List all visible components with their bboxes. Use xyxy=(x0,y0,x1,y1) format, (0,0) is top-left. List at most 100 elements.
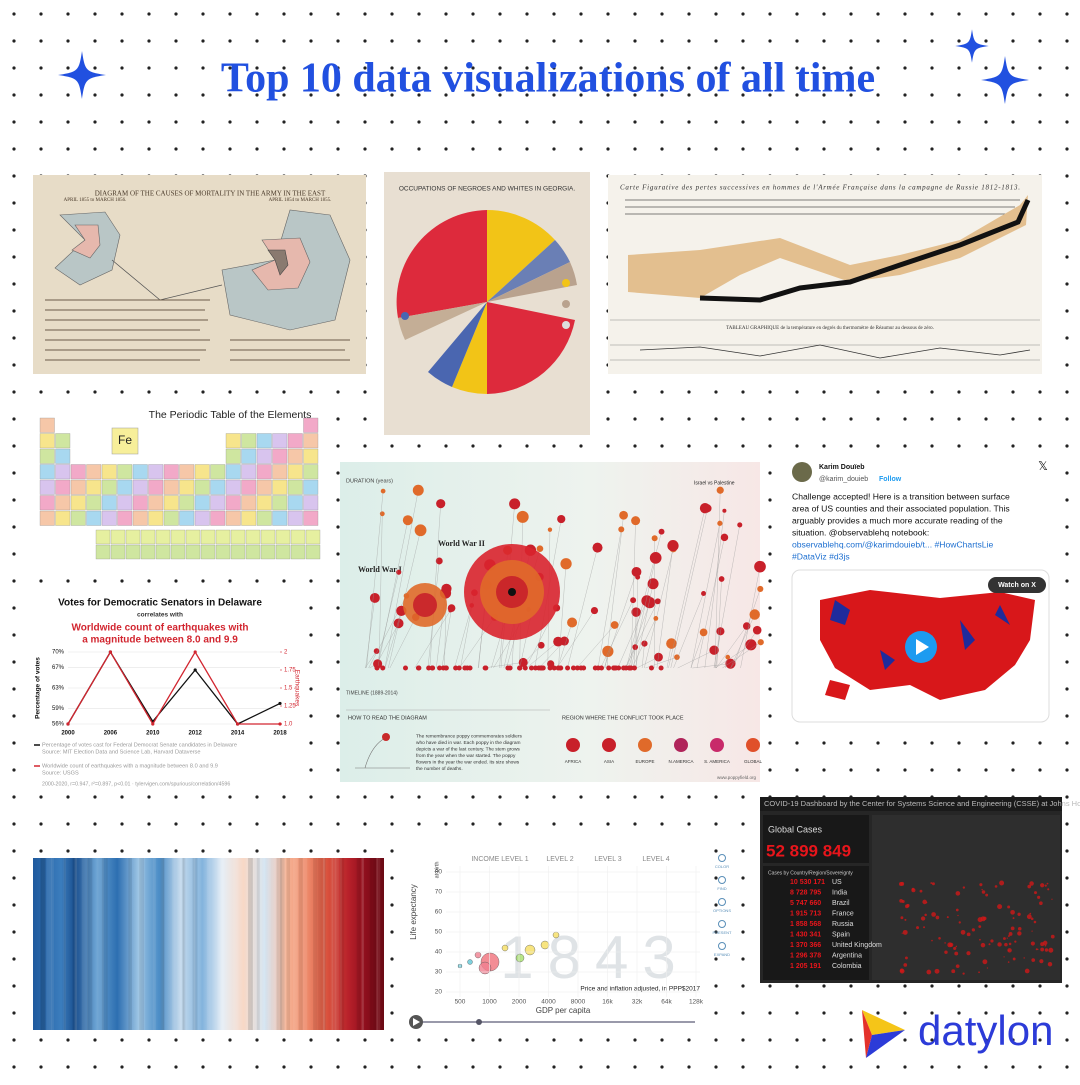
y-tick-label: 70% xyxy=(52,650,65,656)
element-cell xyxy=(40,465,55,480)
case-dot xyxy=(906,904,909,907)
element-cell xyxy=(149,480,164,495)
y-tick-label: 67% xyxy=(52,665,65,671)
stripe xyxy=(263,858,265,1030)
case-dot xyxy=(963,886,965,888)
element-cell xyxy=(111,530,125,544)
case-dot xyxy=(997,942,1001,946)
element-cell xyxy=(261,530,275,544)
case-dot xyxy=(1040,883,1044,887)
case-dot xyxy=(1003,956,1004,957)
x-tick-label: 128k xyxy=(689,999,704,1006)
follow-button[interactable]: Follow xyxy=(879,476,902,483)
case-dot xyxy=(1008,935,1010,937)
x-tick-label: 64k xyxy=(661,999,672,1006)
x-logo[interactable]: 𝕏 xyxy=(1038,459,1048,473)
element-cell xyxy=(273,511,288,526)
tweet-text: situation. @observablehq notebook: xyxy=(792,527,929,537)
element-cell xyxy=(133,465,148,480)
element-cell xyxy=(201,530,215,544)
poppy xyxy=(721,534,728,541)
case-dot xyxy=(921,916,925,920)
case-dot xyxy=(953,947,956,950)
case-dot xyxy=(947,942,952,947)
case-dot xyxy=(1034,891,1037,894)
element-cell xyxy=(276,545,290,559)
x-tick-label: 32k xyxy=(632,999,643,1006)
element-cell xyxy=(180,496,195,511)
poppy xyxy=(716,627,724,635)
poppy xyxy=(557,515,565,523)
case-dot xyxy=(995,885,998,888)
poppy xyxy=(722,509,726,513)
poppy xyxy=(619,511,628,520)
stat-value: 52 899 849 xyxy=(766,841,851,860)
poppy xyxy=(436,499,445,508)
tweet-card: Karim Douïeb @karim_douieb Follow 𝕏 Chal… xyxy=(783,455,1058,730)
panel-title: Carte Figurative des pertes successives … xyxy=(620,184,1020,192)
poppy xyxy=(539,666,544,671)
element-cell xyxy=(246,530,260,544)
y2-tick-label: 1.0 xyxy=(284,722,293,728)
case-dot xyxy=(900,882,904,886)
stripe xyxy=(101,858,103,1030)
element-cell xyxy=(201,545,215,559)
element-cell xyxy=(71,496,86,511)
poppy xyxy=(468,666,473,671)
case-dot xyxy=(1031,941,1035,945)
poppy xyxy=(649,666,654,671)
case-dot xyxy=(902,933,903,934)
element-cell xyxy=(226,434,241,449)
case-dot xyxy=(990,939,993,942)
y2-tick-label: 1.25 xyxy=(284,704,296,710)
case-dot xyxy=(1037,896,1040,899)
poppy xyxy=(667,540,678,551)
poppy xyxy=(652,535,658,541)
poppy xyxy=(381,489,386,494)
element-cell xyxy=(242,434,257,449)
data-point xyxy=(109,650,112,653)
stripe xyxy=(46,858,51,1030)
element-cell xyxy=(304,418,319,433)
tool-label: PRESENT xyxy=(713,930,732,935)
y-tick-label: 20 xyxy=(435,989,443,996)
poppy xyxy=(483,666,488,671)
case-dot xyxy=(979,939,981,941)
case-dot xyxy=(900,969,905,974)
y-tick-label: 70 xyxy=(435,889,443,896)
stripe xyxy=(207,858,211,1030)
stripe xyxy=(183,858,185,1030)
data-point xyxy=(194,650,197,653)
region-label: ASIA xyxy=(604,759,614,764)
poppy xyxy=(403,666,408,671)
element-cell xyxy=(288,449,303,464)
poppy xyxy=(632,567,642,577)
element-cell xyxy=(226,511,241,526)
row-country: France xyxy=(832,910,854,917)
stripe xyxy=(246,858,250,1030)
slider-handle[interactable] xyxy=(476,1019,482,1025)
watch-button[interactable]: Watch on X xyxy=(998,582,1036,589)
poppy xyxy=(505,666,510,671)
element-cell xyxy=(141,545,155,559)
element-cell xyxy=(273,449,288,464)
element-cell xyxy=(149,511,164,526)
legend-label: Percentage of votes cast for Federal Dem… xyxy=(42,742,237,748)
element-cell xyxy=(304,449,319,464)
element-cell xyxy=(40,418,55,433)
element-cell xyxy=(211,511,226,526)
case-dot xyxy=(1047,883,1049,885)
case-dot xyxy=(905,956,908,959)
element-cell xyxy=(118,480,133,495)
poppy xyxy=(553,637,563,647)
data-point xyxy=(194,668,197,671)
element-cell xyxy=(56,449,71,464)
list-title: Cases by Country/Region/Sovereignty xyxy=(768,870,853,876)
poppy xyxy=(754,561,766,573)
region-label: S. AMERICA xyxy=(704,759,730,764)
y2-tick-label: 1.5 xyxy=(284,686,293,692)
case-dot xyxy=(926,970,931,975)
poppy xyxy=(701,591,706,596)
case-dot xyxy=(962,972,964,974)
